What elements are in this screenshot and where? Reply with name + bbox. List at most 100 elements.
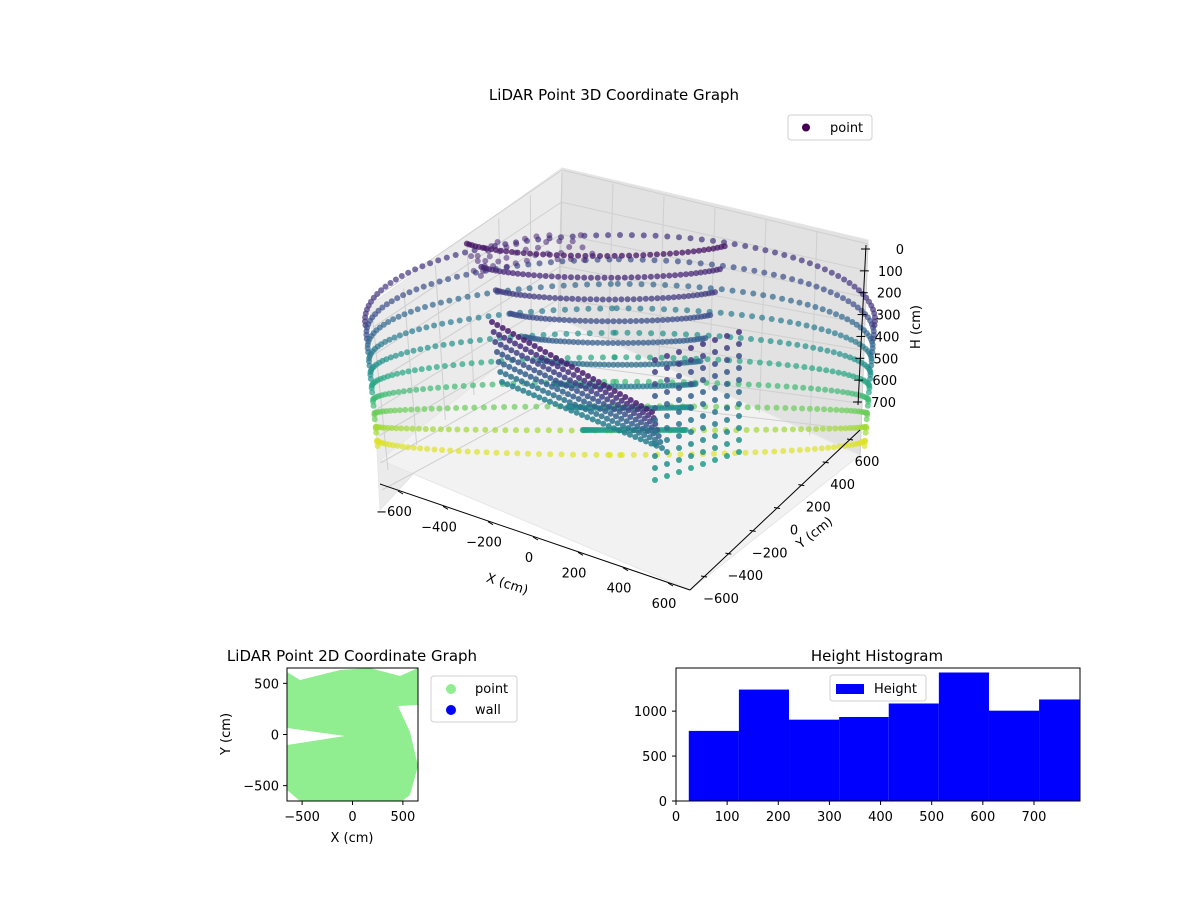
lidar-point <box>822 386 829 393</box>
lidar-point <box>660 273 667 279</box>
lidar-point <box>652 465 658 471</box>
x-ticks-3d: −600 −400 −200 0 200 400 600 <box>376 490 676 612</box>
lidar-point <box>664 413 670 419</box>
lidar-point <box>414 306 421 313</box>
lidar-point <box>637 361 644 368</box>
y-tick-label-3d: 200 <box>806 501 831 516</box>
lidar-point <box>463 426 470 433</box>
lidar-point <box>576 374 582 381</box>
lidar-point <box>836 351 843 357</box>
lidar-point <box>407 308 414 315</box>
lidar-point <box>700 353 706 359</box>
grid-line-x <box>434 265 446 421</box>
lidar-point <box>621 318 628 325</box>
lidar-point <box>453 405 460 411</box>
lidar-point <box>593 232 600 239</box>
lidar-point <box>829 368 836 375</box>
lidar-point <box>741 266 748 272</box>
lidar-point <box>801 364 808 370</box>
lidar-point <box>676 349 682 355</box>
lidar-point <box>533 376 539 383</box>
lidar-point <box>623 354 630 361</box>
lidar-point <box>566 317 573 324</box>
lidar-point <box>422 426 429 432</box>
lidar-point <box>577 317 583 324</box>
y-tick-mark-3d <box>773 507 781 509</box>
lidar-point <box>628 361 635 368</box>
lidar-point <box>618 397 625 404</box>
lidar-point <box>522 246 529 253</box>
lidar-point <box>835 369 842 376</box>
lidar-point <box>607 410 614 417</box>
lidar-point <box>505 269 512 276</box>
lidar-point <box>632 416 639 423</box>
lidar-point <box>483 449 490 456</box>
lidar-point <box>382 283 389 290</box>
lidar-point <box>676 409 682 415</box>
x-tick-label-hist: 300 <box>817 810 842 825</box>
lidar-point <box>565 369 572 376</box>
lidar-point <box>772 426 779 433</box>
lidar-point <box>471 404 478 411</box>
lidar-point <box>586 400 593 407</box>
lidar-point <box>490 329 497 335</box>
lidar-point <box>380 321 387 328</box>
lidar-point <box>395 389 402 395</box>
x-tick-mark-3d <box>622 567 629 572</box>
lidar-point <box>503 450 510 457</box>
lidar-point <box>466 316 472 322</box>
lidar-point <box>443 254 450 261</box>
lidar-point <box>804 301 811 308</box>
chart-2d: LiDAR Point 2D Coordinate Graph −500−500… <box>219 647 518 846</box>
lidar-point <box>617 391 623 397</box>
lidar-point <box>687 235 694 242</box>
lidar-point <box>865 389 872 396</box>
lidar-point <box>785 340 792 347</box>
lidar-point <box>700 377 706 383</box>
lidar-point <box>736 329 742 335</box>
lidar-point <box>588 354 595 361</box>
x-tick-label-3d: 0 <box>525 551 533 566</box>
lidar-point <box>748 336 754 342</box>
lidar-point <box>676 421 682 427</box>
lidar-point <box>504 381 511 388</box>
lidar-point <box>848 336 855 343</box>
lidar-point <box>598 330 605 336</box>
lidar-point <box>391 334 398 341</box>
x-tick-mark-3d <box>397 490 404 495</box>
lidar-point <box>659 317 666 323</box>
lidar-point <box>762 448 768 455</box>
lidar-point <box>385 319 392 325</box>
lidar-point <box>624 329 631 336</box>
lidar-point <box>664 449 670 455</box>
lidar-point <box>591 403 598 410</box>
lidar-point <box>705 246 712 253</box>
lidar-point <box>823 367 830 374</box>
lidar-point <box>813 426 820 432</box>
lidar-point <box>561 274 568 280</box>
lidar-point <box>645 428 651 435</box>
lidar-point <box>454 273 460 280</box>
lidar-point <box>501 404 508 410</box>
lidar-point <box>589 250 596 257</box>
lidar-point <box>640 252 647 259</box>
lidar-point <box>424 445 431 452</box>
lidar-point <box>767 338 774 345</box>
lidar-point <box>512 249 519 256</box>
lidar-point <box>546 294 553 301</box>
lidar-point <box>642 451 649 458</box>
lidar-point <box>579 244 586 251</box>
lidar-point <box>647 354 653 361</box>
lidar-point <box>522 235 528 242</box>
lidar-point <box>661 306 667 313</box>
lidar-point <box>482 426 489 433</box>
lidar-point <box>506 363 513 370</box>
lidar-point <box>405 368 412 375</box>
lidar-point <box>598 413 605 420</box>
z-tick-label-3d: 300 <box>876 309 901 324</box>
lidar-point <box>688 357 694 363</box>
lidar-point <box>652 477 658 483</box>
lidar-point <box>664 365 670 371</box>
lidar-point <box>538 354 545 361</box>
lidar-point <box>570 451 576 458</box>
